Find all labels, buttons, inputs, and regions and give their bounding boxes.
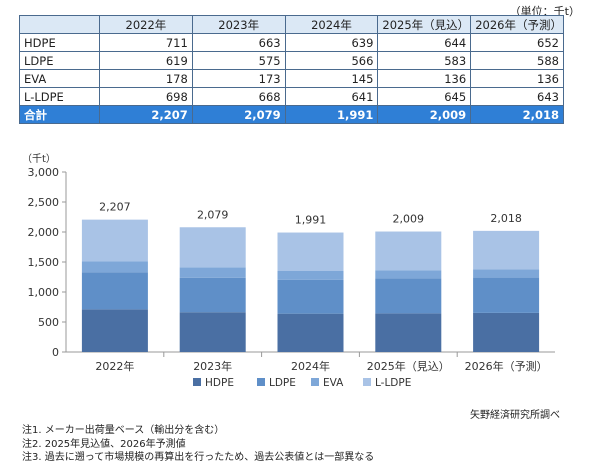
bar-segment <box>375 231 442 271</box>
table-cell: 136 <box>377 69 472 88</box>
table-cell: 711 <box>99 33 193 52</box>
legend-swatch <box>193 378 201 386</box>
table-cell: 698 <box>99 87 193 106</box>
table-row: L-LDPE 698 668 641 645 643 <box>19 87 564 106</box>
table-cell: 644 <box>377 33 472 52</box>
bar-total-label: 2,018 <box>490 212 522 225</box>
bar-total-label: 1,991 <box>295 214 327 227</box>
x-tick-label: 2024年 <box>291 359 330 373</box>
table-cell: 178 <box>99 69 193 88</box>
table-header-cell <box>19 15 100 34</box>
bar-segment <box>277 271 344 280</box>
table-header-cell: 2022年 <box>99 15 193 34</box>
table-row: EVA 178 173 145 136 136 <box>19 69 564 88</box>
table-row-label: LDPE <box>19 51 100 70</box>
bar-segment <box>375 313 442 352</box>
table-row: LDPE 619 575 566 583 588 <box>19 51 564 70</box>
table-total-row: 合計 2,207 2,079 1,991 2,009 2,018 <box>19 105 564 124</box>
legend-swatch <box>257 378 265 386</box>
table-row-label: EVA <box>19 69 100 88</box>
x-tick-label: 2026年（予測） <box>465 359 548 373</box>
table-cell: 136 <box>470 69 564 88</box>
table-cell: 619 <box>99 51 193 70</box>
table-header-cell: 2025年（見込） <box>377 15 472 34</box>
table-row-label: HDPE <box>19 33 100 52</box>
data-table: 2022年 2023年 2024年 2025年（見込） 2026年（予測） HD… <box>19 15 564 124</box>
table-cell: 588 <box>470 51 564 70</box>
note-line: 注2. 2025年見込値、2026年予測値 <box>22 438 186 450</box>
table-header-cell: 2023年 <box>191 15 286 34</box>
legend-swatch <box>311 378 319 386</box>
bar-segment <box>375 278 442 314</box>
table-unit-label: （単位：千t） <box>509 5 580 18</box>
table-cell: 643 <box>470 87 564 106</box>
y-tick-label: 3,000 <box>28 166 60 179</box>
notes-block: 注1. メーカー出荷量ベース（輸出分を含む） 注2. 2025年見込値、2026… <box>22 424 374 465</box>
note-line: 注1. メーカー出荷量ベース（輸出分を含む） <box>22 425 225 436</box>
table-total-cell: 2,207 <box>99 105 193 124</box>
bar-segment <box>473 277 540 313</box>
bar-segment <box>277 313 344 352</box>
source-label: 矢野経済研究所調べ <box>470 410 560 421</box>
y-axis-label: （千t） <box>22 153 56 165</box>
bar-segment <box>179 267 246 278</box>
table-cell: 663 <box>191 33 286 52</box>
bar-total-label: 2,207 <box>99 201 131 214</box>
table-total-cell: 2,009 <box>377 105 472 124</box>
y-tick-label: 500 <box>38 316 59 329</box>
y-tick-label: 2,000 <box>28 226 60 239</box>
table-cell: 645 <box>377 87 472 106</box>
legend-label: HDPE <box>205 377 234 389</box>
y-tick-label: 1,500 <box>28 256 60 269</box>
bar-segment <box>179 312 246 352</box>
table-cell: 145 <box>284 69 379 88</box>
legend-label: L-LDPE <box>375 377 411 389</box>
table-cell: 583 <box>377 51 472 70</box>
bar-segment <box>81 219 148 262</box>
bar-segment <box>473 269 540 278</box>
table-header-row: 2022年 2023年 2024年 2025年（見込） 2026年（予測） <box>19 15 564 34</box>
table-cell: 641 <box>284 87 379 106</box>
table-header-cell: 2024年 <box>284 15 379 34</box>
legend-label: LDPE <box>269 377 296 389</box>
legend-label: EVA <box>323 377 344 389</box>
x-tick-label: 2023年 <box>193 359 232 373</box>
bar-segment <box>473 230 540 270</box>
bar-segment <box>81 272 148 310</box>
note-line: 注3. 過去に遡って市場規模の再算出を行ったため、過去公表値とは一部異なる <box>22 452 375 463</box>
y-tick-label: 0 <box>52 346 59 359</box>
table-total-cell: 2,018 <box>470 105 564 124</box>
bar-segment <box>81 261 148 273</box>
bar-segment <box>277 279 344 314</box>
x-tick-label: 2022年 <box>95 359 134 373</box>
table-cell: 639 <box>284 33 379 52</box>
y-tick-label: 2,500 <box>28 196 60 209</box>
table-cell: 575 <box>191 51 286 70</box>
table-cell: 668 <box>191 87 286 106</box>
table-total-cell: 1,991 <box>284 105 379 124</box>
table-row-label: L-LDPE <box>19 87 100 106</box>
table-cell: 566 <box>284 51 379 70</box>
bar-segment <box>277 232 344 271</box>
table-total-label: 合計 <box>19 105 100 124</box>
y-tick-label: 1,000 <box>28 286 60 299</box>
table-total-cell: 2,079 <box>191 105 286 124</box>
x-tick-label: 2025年（見込） <box>367 359 450 373</box>
table-header-cell: 2026年（予測） <box>470 15 564 34</box>
table-cell: 173 <box>191 69 286 88</box>
bar-segment <box>473 312 540 352</box>
bar-segment <box>179 227 246 268</box>
legend-swatch <box>363 378 371 386</box>
bar-segment <box>179 277 246 313</box>
table-row: HDPE 711 663 639 644 652 <box>19 33 564 52</box>
stacked-bar-chart: 0 500 1,000 1,500 2,000 2,500 3,000（千t） 2,207 20… <box>22 153 555 389</box>
bar-segment <box>81 309 148 352</box>
table-cell: 652 <box>470 33 564 52</box>
bar-total-label: 2,079 <box>197 208 229 221</box>
bar-segment <box>375 270 442 279</box>
bar-total-label: 2,009 <box>393 213 425 226</box>
